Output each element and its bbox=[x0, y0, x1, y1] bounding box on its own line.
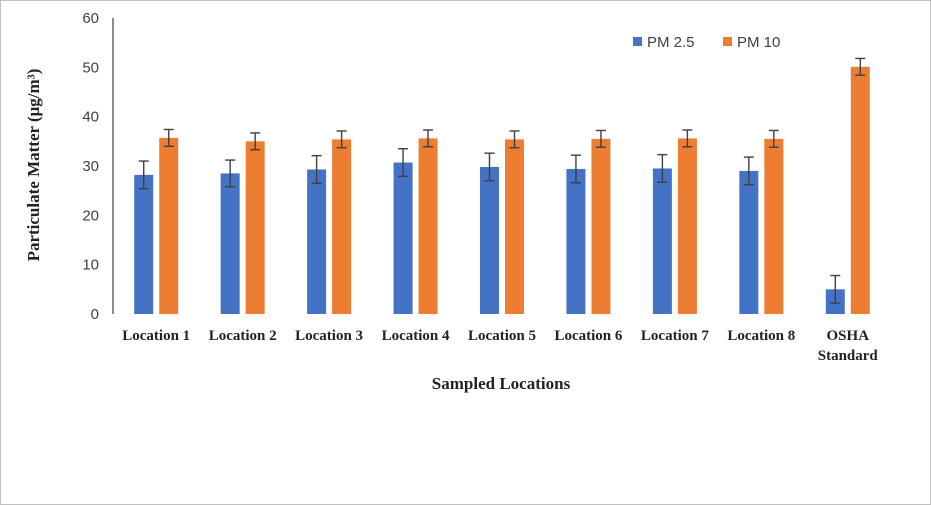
error-bar bbox=[250, 132, 261, 151]
error-bar bbox=[138, 160, 149, 190]
bar-pm-25 bbox=[220, 173, 240, 314]
bar-pm-10 bbox=[332, 139, 352, 314]
x-tick-label: Location 8 bbox=[727, 328, 795, 344]
error-bar bbox=[743, 156, 754, 186]
x-tick-label: Location 4 bbox=[382, 328, 450, 344]
legend-item: PM 2.5 bbox=[633, 34, 695, 51]
error-bar bbox=[484, 152, 495, 182]
bar-pm-10 bbox=[159, 137, 179, 314]
error-bar bbox=[225, 159, 236, 188]
y-tick-label: 30 bbox=[82, 158, 99, 175]
error-bars-group bbox=[138, 57, 866, 304]
bar-pm-10 bbox=[850, 66, 870, 314]
error-bar bbox=[398, 148, 409, 178]
bar-pm-25 bbox=[134, 174, 154, 314]
error-bar bbox=[855, 57, 866, 76]
error-bar bbox=[595, 129, 606, 148]
error-bar bbox=[657, 153, 668, 183]
x-tick-label: Location 2 bbox=[209, 328, 277, 344]
x-axis-ticks: Location 1 Location 2 Location 3 Location 4… bbox=[122, 328, 878, 364]
legend: PM 2.5 PM 10 bbox=[633, 34, 780, 51]
y-tick-label: 10 bbox=[82, 257, 99, 274]
error-bar bbox=[830, 274, 841, 304]
error-bar bbox=[570, 154, 581, 184]
bar-pm-25 bbox=[566, 168, 586, 314]
error-bar bbox=[311, 154, 322, 184]
bars-group bbox=[134, 66, 870, 314]
y-axis-title: Particulate Matter (μg/m³) bbox=[24, 69, 43, 262]
legend-label: PM 2.5 bbox=[647, 34, 695, 51]
bar-pm-10 bbox=[505, 139, 524, 314]
x-axis-title: Sampled Locations bbox=[432, 374, 571, 393]
error-bar bbox=[682, 129, 693, 148]
bar-pm-10 bbox=[764, 138, 784, 314]
y-tick-label: 50 bbox=[82, 59, 99, 76]
x-tick-label: Location 6 bbox=[554, 328, 622, 344]
y-axis-ticks: 0 10 20 30 40 50 60 bbox=[82, 10, 99, 323]
x-tick-label: Location 1 bbox=[122, 328, 190, 344]
bar-pm-25 bbox=[480, 166, 499, 314]
x-tick-label: Location 5 bbox=[468, 328, 536, 344]
bar-pm-10 bbox=[677, 138, 697, 314]
bar-pm-10 bbox=[245, 141, 265, 314]
error-bar bbox=[163, 128, 174, 147]
bar-pm-25 bbox=[307, 169, 327, 314]
error-bar bbox=[768, 129, 779, 148]
error-bar bbox=[509, 130, 520, 149]
legend-label: PM 10 bbox=[737, 34, 780, 51]
error-bar bbox=[336, 130, 347, 149]
x-tick-label: OSHA Standard bbox=[818, 328, 879, 364]
bar-pm-25 bbox=[652, 168, 672, 314]
legend-item: PM 10 bbox=[723, 34, 780, 51]
y-tick-label: 20 bbox=[82, 207, 99, 224]
y-axis-title-text: Particulate Matter (μg/m³) bbox=[24, 69, 43, 262]
y-tick-label: 40 bbox=[82, 109, 99, 126]
bar-pm-25 bbox=[739, 170, 759, 314]
y-tick-label: 0 bbox=[91, 306, 99, 323]
error-bar bbox=[423, 129, 434, 148]
bar-pm-10 bbox=[591, 138, 611, 314]
x-tick-label: Location 3 bbox=[295, 328, 363, 344]
legend-swatch bbox=[723, 37, 732, 46]
bar-pm-25 bbox=[393, 162, 413, 314]
legend-swatch bbox=[633, 37, 642, 46]
y-tick-label: 60 bbox=[82, 10, 99, 27]
x-tick-label: Location 7 bbox=[641, 328, 709, 344]
bar-pm-10 bbox=[418, 138, 438, 314]
